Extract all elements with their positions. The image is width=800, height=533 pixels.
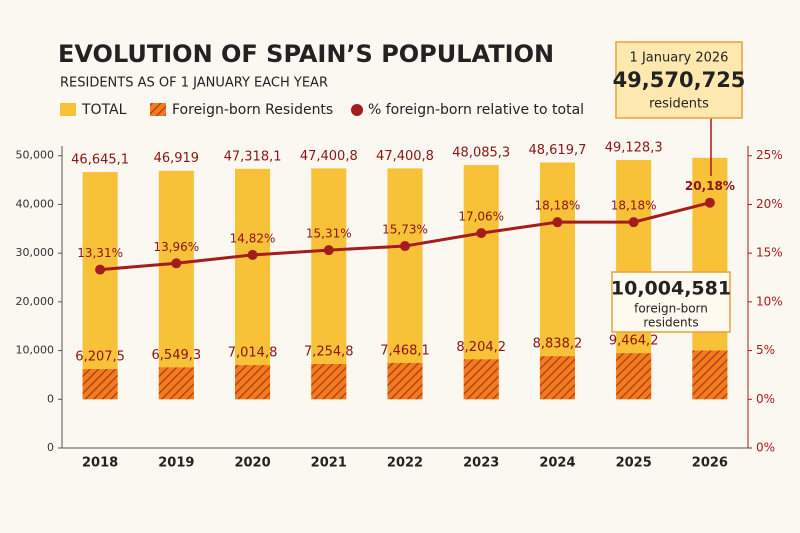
annotation-text: 10,004,581 xyxy=(611,278,731,300)
chart-subtitle: RESIDENTS AS OF 1 JANUARY EACH YEAR xyxy=(60,76,328,91)
legend-label: TOTAL xyxy=(81,102,127,118)
value-label: 18,18% xyxy=(535,199,581,213)
plot-area: 50,000 40,000 30,000 20,000 10,000 0 0 25% 20% 15… xyxy=(16,140,783,470)
bar-segment xyxy=(387,362,423,400)
legend-swatch xyxy=(60,103,76,116)
point xyxy=(552,217,563,228)
x-tick-label: 2024 xyxy=(539,456,575,471)
value-label: 14,82% xyxy=(230,231,276,245)
annotation: 1 January 2026 49,570,725 residents xyxy=(613,41,746,176)
bar-segment xyxy=(158,367,194,400)
y2-tick-label: 20% xyxy=(756,197,783,211)
point xyxy=(400,241,410,252)
value-label: 9,464,2 xyxy=(609,334,659,349)
point xyxy=(323,245,334,256)
value-label: 48,619,7 xyxy=(528,143,586,158)
annotation-text: residents xyxy=(643,316,698,330)
bar xyxy=(235,168,271,400)
value-label: 47,318,1 xyxy=(224,149,282,164)
chart-title: EVOLUTION OF SPAIN’S POPULATION xyxy=(58,40,554,68)
y2-tick-label: 5% xyxy=(756,343,775,357)
y2-tick-label: 25% xyxy=(756,148,783,162)
annotation-text: residents xyxy=(649,97,709,112)
legend-label: % foreign-born relative to total xyxy=(368,102,584,118)
x-tick-label: 2021 xyxy=(311,456,347,471)
legend-label: Foreign-born Residents xyxy=(172,102,333,118)
y2-tick-label: 0% xyxy=(756,392,775,406)
value-label: 8,204,2 xyxy=(456,340,506,355)
point xyxy=(704,197,715,208)
annotation-text: 49,570,725 xyxy=(613,68,746,92)
bar-segment xyxy=(616,353,652,400)
point xyxy=(95,264,106,275)
value-label: 46,919 xyxy=(154,151,200,166)
bar xyxy=(82,172,118,400)
legend-swatch xyxy=(351,104,363,116)
point xyxy=(476,228,487,239)
bar-segment xyxy=(692,350,728,400)
value-label: 6,207,5 xyxy=(75,350,125,365)
y-tick-label: 50,000 xyxy=(16,149,55,162)
bar xyxy=(158,170,194,400)
y-tick-label: 20,000 xyxy=(16,295,55,308)
bar-segment xyxy=(539,356,575,400)
value-label: 7,014,8 xyxy=(228,346,278,361)
bar-segment xyxy=(311,363,347,400)
value-label: 15,31% xyxy=(306,227,352,241)
y-tick-label: 30,000 xyxy=(16,246,55,259)
value-label: 48,085,3 xyxy=(452,146,510,161)
bar xyxy=(387,168,423,400)
point xyxy=(247,249,258,260)
value-label: 6,549,3 xyxy=(152,348,202,363)
x-tick-label: 2020 xyxy=(234,456,270,471)
annotation-text: foreign-born xyxy=(634,302,708,316)
x-tick-label: 2025 xyxy=(616,456,652,471)
y2-tick-label: 15% xyxy=(756,246,783,260)
legend-swatch xyxy=(150,103,166,116)
annotation-box xyxy=(615,41,743,119)
bar xyxy=(311,168,347,400)
bar-segment xyxy=(235,365,271,400)
x-tick-label: 2019 xyxy=(158,456,194,471)
value-label: 7,254,8 xyxy=(304,344,354,359)
value-label: 7,468,1 xyxy=(380,343,430,358)
value-label: 8,838,2 xyxy=(533,337,583,352)
value-label: 13,96% xyxy=(153,240,199,254)
value-label: 20,18% xyxy=(685,179,735,193)
point xyxy=(171,258,182,269)
x-tick-label: 2026 xyxy=(692,456,728,471)
bar-segment xyxy=(463,359,499,400)
y-tick-label: 0 xyxy=(47,441,54,454)
value-label: 17,06% xyxy=(458,210,504,224)
x-tick-label: 2023 xyxy=(463,456,499,471)
point xyxy=(628,217,639,228)
x-tick-label: 2018 xyxy=(82,456,118,471)
annotation-box xyxy=(611,271,731,333)
y-tick-label: 10,000 xyxy=(16,344,55,357)
bar-segment xyxy=(82,369,118,400)
value-label: 13,31% xyxy=(77,246,123,260)
value-label: 47,400,8 xyxy=(300,149,358,164)
value-label: 18,18% xyxy=(611,199,657,213)
annotation-text: 1 January 2026 xyxy=(630,51,729,66)
value-label: 47,400,8 xyxy=(376,149,434,164)
value-label: 49,128,3 xyxy=(605,140,663,155)
y2-tick-label: 10% xyxy=(756,294,783,308)
y-tick-label: 0 xyxy=(47,392,54,405)
value-label: 46,645,1 xyxy=(71,153,129,168)
x-tick-label: 2022 xyxy=(387,456,423,471)
y2-tick-label: 0% xyxy=(756,441,775,455)
value-label: 15,73% xyxy=(382,223,428,237)
y-tick-label: 40,000 xyxy=(16,197,55,210)
